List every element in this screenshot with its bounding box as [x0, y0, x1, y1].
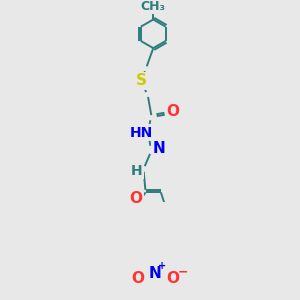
Text: +: + — [158, 261, 166, 271]
Text: CH₃: CH₃ — [141, 0, 166, 13]
Text: −: − — [178, 265, 188, 278]
Text: O: O — [166, 271, 179, 286]
Text: N: N — [153, 142, 166, 157]
Text: H: H — [131, 164, 143, 178]
Text: O: O — [129, 191, 142, 206]
Text: N: N — [149, 266, 162, 281]
Text: O: O — [166, 104, 179, 119]
Text: S: S — [136, 73, 147, 88]
Text: HN: HN — [130, 126, 153, 140]
Text: O: O — [131, 271, 144, 286]
